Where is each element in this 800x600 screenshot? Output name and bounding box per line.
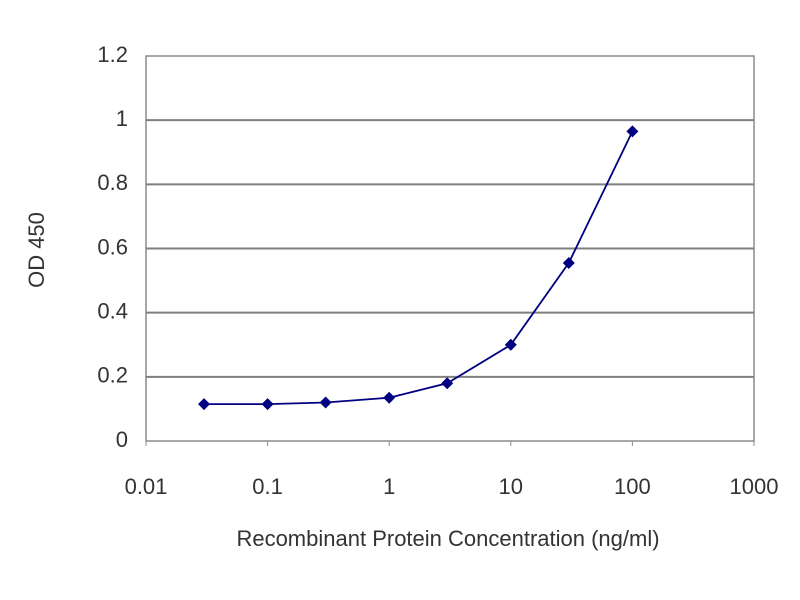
data-point	[319, 396, 332, 409]
y-tick-label: 0.8	[97, 170, 128, 195]
y-tick-label: 0.2	[97, 363, 128, 388]
y-tick-label: 0.4	[97, 298, 128, 323]
x-axis-title: Recombinant Protein Concentration (ng/ml…	[236, 526, 659, 551]
x-tick-label: 1000	[730, 474, 779, 499]
x-tick-label: 100	[614, 474, 651, 499]
y-tick-label: 1	[116, 106, 128, 131]
y-tick-label: 0.6	[97, 234, 128, 259]
data-point	[261, 398, 274, 411]
series-line	[204, 131, 634, 406]
data-point	[562, 256, 575, 269]
data-point	[626, 125, 639, 138]
y-tick-label: 0	[116, 427, 128, 452]
data-point	[383, 391, 396, 404]
x-tick-label: 10	[499, 474, 523, 499]
data-point	[198, 398, 211, 411]
x-tick-label: 0.01	[125, 474, 168, 499]
y-axis-title: OD 450	[24, 212, 49, 288]
data-point	[441, 377, 454, 390]
x-tick-label: 0.1	[252, 474, 283, 499]
data-point	[504, 338, 517, 351]
y-tick-label: 1.2	[97, 42, 128, 67]
x-tick-label: 1	[383, 474, 395, 499]
